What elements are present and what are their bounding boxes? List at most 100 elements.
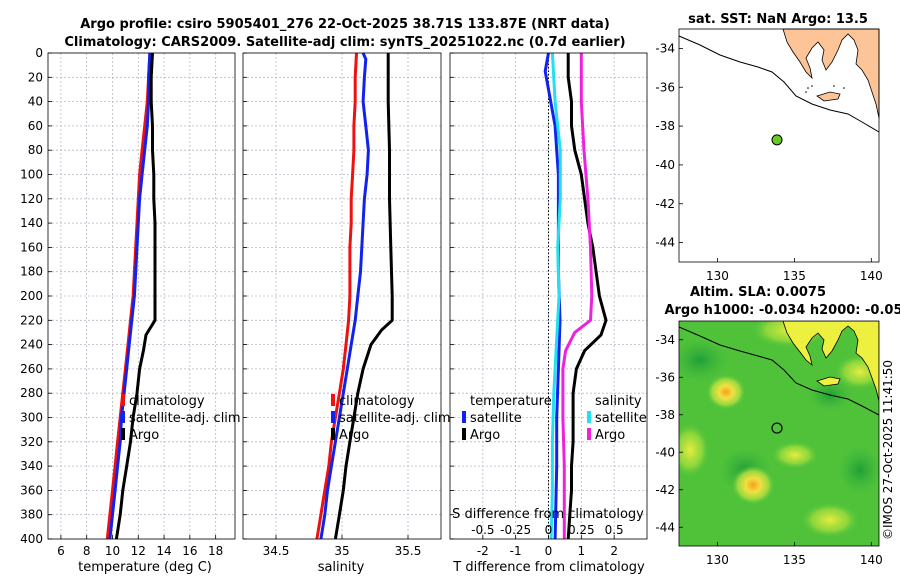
legend-swatch-s-argo <box>587 428 591 440</box>
legend-swatch-argo <box>331 428 335 440</box>
salinity-legend: climatology satellite-adj. clim Argo <box>331 394 451 443</box>
difference-legend-temperature: temperature satellite Argo <box>462 394 552 443</box>
legend-label-satellite: satellite-adj. clim <box>129 411 241 426</box>
sst-map-islets <box>805 85 845 93</box>
sla-high-eddy <box>706 374 746 410</box>
legend-swatch-climatology <box>331 394 335 406</box>
map-y-tick-label: -40 <box>655 445 675 459</box>
temperature-xlabel: temperature (deg C) <box>78 560 212 575</box>
y-tick-label: 80 <box>28 143 43 157</box>
sst-map-title: sat. SST: NaN Argo: 13.5 <box>688 12 868 27</box>
legend-title-temperature: temperature <box>470 394 552 409</box>
legend-label-climatology: climatology <box>129 394 205 409</box>
y-tick-label: 160 <box>20 240 43 254</box>
y-tick-label: 120 <box>20 192 43 206</box>
sla-high-patch <box>771 441 819 469</box>
sla-map-land-island <box>816 376 841 387</box>
sla-map-frame <box>678 320 880 547</box>
x2-tick-label: 0.5 <box>605 523 624 537</box>
y-tick-label: 360 <box>20 483 43 497</box>
y-tick-label: 280 <box>20 386 43 400</box>
legend-swatch-climatology <box>121 394 125 406</box>
x-tick-label: 16 <box>182 544 197 558</box>
legend-swatch-t-argo <box>462 428 466 440</box>
sla-high-eddy <box>731 465 775 505</box>
islet-dot <box>811 85 813 87</box>
y-tick-label: 140 <box>20 216 43 230</box>
sla-high-patch <box>679 422 710 478</box>
islet-dot <box>833 85 835 87</box>
x2-tick-label: 0.25 <box>568 523 595 537</box>
map-y-tick-label: -36 <box>655 370 675 384</box>
map-x-tick-label: 135 <box>783 553 806 567</box>
map-y-tick-label: -34 <box>655 333 675 347</box>
difference-xlabel: T difference from climatology <box>452 560 645 575</box>
sla-high-patch <box>800 502 860 538</box>
x-tick-label: 1 <box>578 544 586 558</box>
legend-label-s-argo: Argo <box>595 428 625 443</box>
map-x-tick-label: 135 <box>783 269 806 283</box>
sla-low-patch <box>679 338 728 382</box>
legend-swatch-satellite <box>331 411 335 423</box>
map-y-tick-label: -42 <box>655 483 675 497</box>
x-tick-label: 35.5 <box>395 544 422 558</box>
imos-timestamp: ©IMOS 27-Oct-2025 11:41:50 <box>881 360 895 540</box>
sst-map-background <box>679 29 879 262</box>
x-tick-label: 2 <box>610 544 618 558</box>
sla-argo-float-marker <box>771 422 783 434</box>
legend-swatch-t-satellite <box>462 411 466 423</box>
x-tick-label: 35 <box>334 544 349 558</box>
x2-tick-label: -0.25 <box>500 523 531 537</box>
legend-label-argo: Argo <box>339 428 369 443</box>
map-x-tick-label: 140 <box>860 269 883 283</box>
x-tick-label: 34.5 <box>263 544 290 558</box>
sst-map-shelf-contour <box>678 35 880 133</box>
y-tick-label: 220 <box>20 313 43 327</box>
series-line-salinity-satellite <box>549 52 562 540</box>
difference-legend-salinity: salinity satellite Argo <box>587 394 647 443</box>
legend-label-argo: Argo <box>129 428 159 443</box>
sst-map: 130 135 140 -34 -36 -38 -40 -42 -44 <box>655 28 883 283</box>
y-tick-label: 100 <box>20 168 43 182</box>
y-tick-label: 60 <box>28 119 43 133</box>
legend-label-t-argo: Argo <box>470 428 500 443</box>
sla-map: 130 135 140 -34 -36 -38 -40 -42 -44 <box>655 320 883 567</box>
series-line-salinity-argo <box>561 53 594 539</box>
map-y-tick-label: -36 <box>655 80 675 94</box>
y-tick-label: 320 <box>20 435 43 449</box>
y-tick-label: 380 <box>20 508 43 522</box>
x2-tick-label: 0 <box>545 523 553 537</box>
sla-map-subtitle: Argo h1000: -0.034 h2000: -0.056 <box>664 303 900 318</box>
islet-dot <box>805 91 807 93</box>
map-y-tick-label: -44 <box>655 520 675 534</box>
y-tick-label: 40 <box>28 95 43 109</box>
y-tick-label: 180 <box>20 265 43 279</box>
y-tick-label: 0 <box>35 46 43 60</box>
x-tick-label: 14 <box>156 544 171 558</box>
y-tick-label: 260 <box>20 362 43 376</box>
legend-label-s-satellite: satellite <box>595 411 647 426</box>
y-tick-label: 20 <box>28 70 43 84</box>
map-x-tick-label: 130 <box>706 553 729 567</box>
sst-map-land-mainland <box>782 28 880 119</box>
legend-label-satellite: satellite-adj. clim <box>339 411 451 426</box>
map-y-tick-label: -44 <box>655 236 675 250</box>
y-tick-label: 240 <box>20 338 43 352</box>
x-tick-label: 18 <box>208 544 223 558</box>
x2-tick-label: -0.5 <box>471 523 494 537</box>
map-y-tick-label: -34 <box>655 41 675 55</box>
difference-top-xlabel: S difference from climatology <box>452 507 644 522</box>
figure-title-line2: Climatology: CARS2009. Satellite-adj cli… <box>64 35 625 50</box>
legend-label-climatology: climatology <box>339 394 415 409</box>
y-tick-label: 200 <box>20 289 43 303</box>
islet-dot <box>843 87 845 89</box>
sla-map-title: Altim. SLA: 0.0075 <box>690 285 826 300</box>
y-tick-label: 400 <box>20 532 43 546</box>
x-tick-label: -2 <box>477 544 489 558</box>
sst-map-land-island <box>816 91 841 102</box>
sst-map-axes: 130 135 140 -34 -36 -38 -40 -42 -44 <box>655 41 882 283</box>
figure-title-line1: Argo profile: csiro 5905401_276 22-Oct-2… <box>80 17 610 32</box>
temperature-legend: climatology satellite-adj. clim Argo <box>121 394 241 443</box>
islet-dot <box>807 87 809 89</box>
x-tick-label: 6 <box>57 544 65 558</box>
